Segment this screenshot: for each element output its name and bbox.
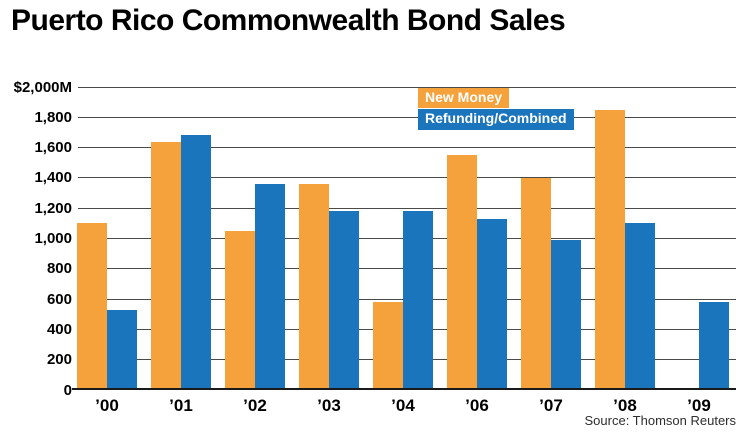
bar-refunding — [551, 240, 581, 390]
bar-refunding — [477, 218, 507, 390]
bar-refunding — [107, 309, 137, 390]
y-tick-label: 1,000 — [34, 230, 72, 247]
bar-group: ’09 — [669, 87, 729, 415]
bar-new-money — [225, 230, 255, 390]
bar-new-money — [373, 302, 403, 390]
bar-group: ’06 — [447, 87, 507, 415]
chart-title: Puerto Rico Commonwealth Bond Sales — [11, 4, 566, 37]
chart-legend: New Money Refunding/Combined — [418, 88, 574, 130]
y-tick-label: 1,200 — [34, 199, 72, 217]
bar-group: ’01 — [151, 87, 211, 415]
x-axis-label: ’04 — [391, 396, 415, 415]
y-tick-label: 400 — [46, 320, 72, 338]
x-axis-label: ’06 — [465, 396, 489, 415]
y-tick-label: $2,000M — [13, 78, 72, 96]
legend-label-refunding: Refunding/Combined — [425, 110, 567, 127]
plot-area: $2,000M 1,800 1,600 1,400 1,200 1,000 800 600 40… — [0, 79, 740, 415]
x-axis-label: ’02 — [243, 396, 267, 415]
gridline — [78, 177, 736, 179]
gridline — [78, 116, 736, 118]
gridline — [78, 147, 736, 149]
bar-new-money — [77, 223, 107, 390]
bar-group: ’04 — [373, 87, 433, 415]
x-axis-label: ’08 — [613, 396, 637, 415]
bar-refunding — [699, 302, 729, 390]
source-attribution: Source: Thomson Reuters — [584, 413, 737, 428]
legend-item-refunding: Refunding/Combined — [418, 109, 574, 130]
y-tick-label: 800 — [46, 260, 72, 278]
bar-new-money — [447, 155, 477, 390]
y-tick-label: 200 — [46, 351, 72, 369]
bar-refunding — [625, 223, 655, 390]
bar-new-money — [299, 183, 329, 390]
x-axis-label: ’01 — [169, 396, 193, 415]
y-tick-label: 1,800 — [34, 108, 72, 126]
x-axis-label: ’03 — [317, 396, 341, 415]
bar-group: ’07 — [521, 87, 581, 415]
y-tick-label: 0 — [63, 381, 72, 399]
gridline — [78, 207, 736, 209]
bar-new-money — [521, 177, 551, 390]
y-tick-label: 1,600 — [34, 139, 72, 157]
bar-group: ’08 — [595, 87, 655, 415]
bar-new-money — [151, 141, 181, 390]
x-axis-label: ’07 — [539, 396, 563, 415]
x-axis-baseline — [72, 388, 736, 390]
legend-label-new-money: New Money — [425, 89, 503, 105]
bar-refunding — [255, 183, 285, 390]
y-tick-label: 600 — [46, 290, 72, 308]
y-tick-label: 1,400 — [34, 169, 72, 187]
x-axis-label: ’09 — [687, 396, 711, 415]
bar-group: ’00 — [77, 87, 137, 415]
gridline — [78, 86, 736, 88]
bar-refunding — [329, 211, 359, 390]
y-tick-row: $2,000M — [0, 78, 740, 96]
bar-refunding — [403, 211, 433, 390]
y-tick-row: 1,600 — [0, 139, 740, 157]
x-axis-label: ’00 — [95, 396, 119, 415]
y-tick-row: 1,800 — [0, 108, 740, 126]
y-tick-row: 0 — [0, 381, 740, 399]
bar-group: ’03 — [299, 87, 359, 415]
bar-group: ’02 — [225, 87, 285, 415]
y-tick-row: 1,400 — [0, 169, 740, 187]
bar-new-money — [595, 109, 625, 390]
y-tick-row: 1,200 — [0, 199, 740, 217]
bar-refunding — [181, 135, 211, 390]
legend-item-new-money: New Money — [418, 88, 510, 109]
